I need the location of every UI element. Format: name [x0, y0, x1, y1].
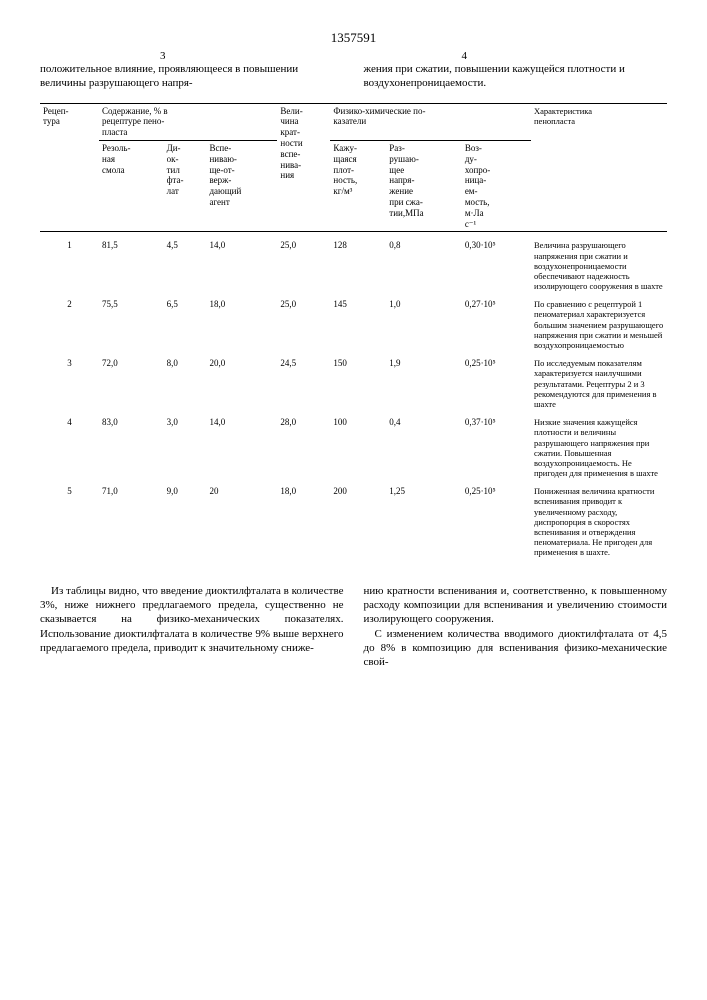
cell-stress: 0,4 — [386, 415, 462, 484]
bottom-right: нию кратности вспенивания и, соответстве… — [364, 584, 668, 670]
th-dioctyl: Ди-ок-тилфта-лат — [164, 140, 207, 231]
cell-air: 0,30·10⁵ — [462, 232, 531, 297]
th-air: Воз-ду-хопро-ница-ем-мость,м·Лас⁻¹ — [462, 140, 531, 231]
th-recipe: Рецеп-тура — [40, 103, 99, 232]
bottom-paragraph: Из таблицы видно, что введение диоктилфт… — [40, 584, 667, 670]
cell-agent: 14,0 — [206, 232, 277, 297]
th-ratio: Вели-чинакрат-ностивспе-нива-ния — [277, 103, 330, 232]
cell-num: 4 — [40, 415, 99, 484]
cell-agent: 20,0 — [206, 356, 277, 415]
th-char: Характеристикапенопласта — [531, 103, 667, 232]
th-phys-group: Физико-химические по-казатели — [330, 103, 531, 140]
cell-dioctyl: 6,5 — [164, 297, 207, 356]
th-stress: Раз-рушаю-щеенапря-жениепри сжа-тии,МПа — [386, 140, 462, 231]
cell-char: По исследуемым показателям характеризует… — [531, 356, 667, 415]
cell-ratio: 25,0 — [277, 297, 330, 356]
intro-left: положительное влияние, проявляющееся в п… — [40, 62, 344, 91]
cell-stress: 1,0 — [386, 297, 462, 356]
col-marker-4: 4 — [462, 50, 468, 62]
cell-stress: 1,9 — [386, 356, 462, 415]
cell-stress: 1,25 — [386, 484, 462, 563]
cell-char: По сравнению с рецептурой 1 пеноматериал… — [531, 297, 667, 356]
cell-char: Низкие значения кажущейся плотности и ве… — [531, 415, 667, 484]
cell-agent: 20 — [206, 484, 277, 563]
cell-air: 0,25·10⁵ — [462, 356, 531, 415]
cell-resin: 72,0 — [99, 356, 164, 415]
cell-agent: 18,0 — [206, 297, 277, 356]
th-content-group: Содержание, % врецептуре пено-пласта — [99, 103, 277, 140]
table-row: 4 83,0 3,0 14,0 28,0 100 0,4 0,37·10⁵ Ни… — [40, 415, 667, 484]
bottom-left: Из таблицы видно, что введение диоктилфт… — [40, 584, 344, 670]
column-markers: 3 4 — [40, 50, 667, 62]
table-row: 3 72,0 8,0 20,0 24,5 150 1,9 0,25·10⁵ По… — [40, 356, 667, 415]
cell-resin: 75,5 — [99, 297, 164, 356]
cell-agent: 14,0 — [206, 415, 277, 484]
cell-stress: 0,8 — [386, 232, 462, 297]
cell-char: Величина разрушающего напряжения при сжа… — [531, 232, 667, 297]
cell-char: Пониженная величина кратности вспенивани… — [531, 484, 667, 563]
cell-resin: 81,5 — [99, 232, 164, 297]
intro-paragraph: положительное влияние, проявляющееся в п… — [40, 62, 667, 91]
cell-ratio: 25,0 — [277, 232, 330, 297]
cell-density: 128 — [330, 232, 386, 297]
cell-density: 145 — [330, 297, 386, 356]
cell-air: 0,27·10⁵ — [462, 297, 531, 356]
cell-ratio: 18,0 — [277, 484, 330, 563]
cell-ratio: 24,5 — [277, 356, 330, 415]
th-resin: Резоль-наясмола — [99, 140, 164, 231]
table-row: 2 75,5 6,5 18,0 25,0 145 1,0 0,27·10⁵ По… — [40, 297, 667, 356]
table-row: 5 71,0 9,0 20 18,0 200 1,25 0,25·10⁵ Пон… — [40, 484, 667, 563]
intro-right: жения при сжатии, повышении кажущейся пл… — [364, 62, 668, 91]
cell-dioctyl: 8,0 — [164, 356, 207, 415]
bottom-right-p1: нию кратности вспенивания и, соответстве… — [364, 584, 668, 627]
cell-dioctyl: 4,5 — [164, 232, 207, 297]
cell-num: 3 — [40, 356, 99, 415]
cell-density: 150 — [330, 356, 386, 415]
patent-number: 1357591 — [40, 30, 667, 46]
cell-density: 100 — [330, 415, 386, 484]
th-agent: Вспе-ниваю-ще-от-верж-дающийагент — [206, 140, 277, 231]
data-table: Рецеп-тура Содержание, % врецептуре пено… — [40, 103, 667, 564]
cell-num: 2 — [40, 297, 99, 356]
th-density: Кажу-щаясяплот-ность,кг/м³ — [330, 140, 386, 231]
table-body: 1 81,5 4,5 14,0 25,0 128 0,8 0,30·10⁵ Ве… — [40, 232, 667, 564]
cell-air: 0,25·10⁵ — [462, 484, 531, 563]
cell-num: 5 — [40, 484, 99, 563]
table-row: 1 81,5 4,5 14,0 25,0 128 0,8 0,30·10⁵ Ве… — [40, 232, 667, 297]
cell-resin: 83,0 — [99, 415, 164, 484]
cell-density: 200 — [330, 484, 386, 563]
cell-dioctyl: 3,0 — [164, 415, 207, 484]
cell-dioctyl: 9,0 — [164, 484, 207, 563]
cell-ratio: 28,0 — [277, 415, 330, 484]
cell-air: 0,37·10⁵ — [462, 415, 531, 484]
col-marker-3: 3 — [160, 50, 166, 62]
cell-num: 1 — [40, 232, 99, 297]
bottom-right-p2: С изменением количества вводимого диокти… — [364, 627, 668, 670]
cell-resin: 71,0 — [99, 484, 164, 563]
